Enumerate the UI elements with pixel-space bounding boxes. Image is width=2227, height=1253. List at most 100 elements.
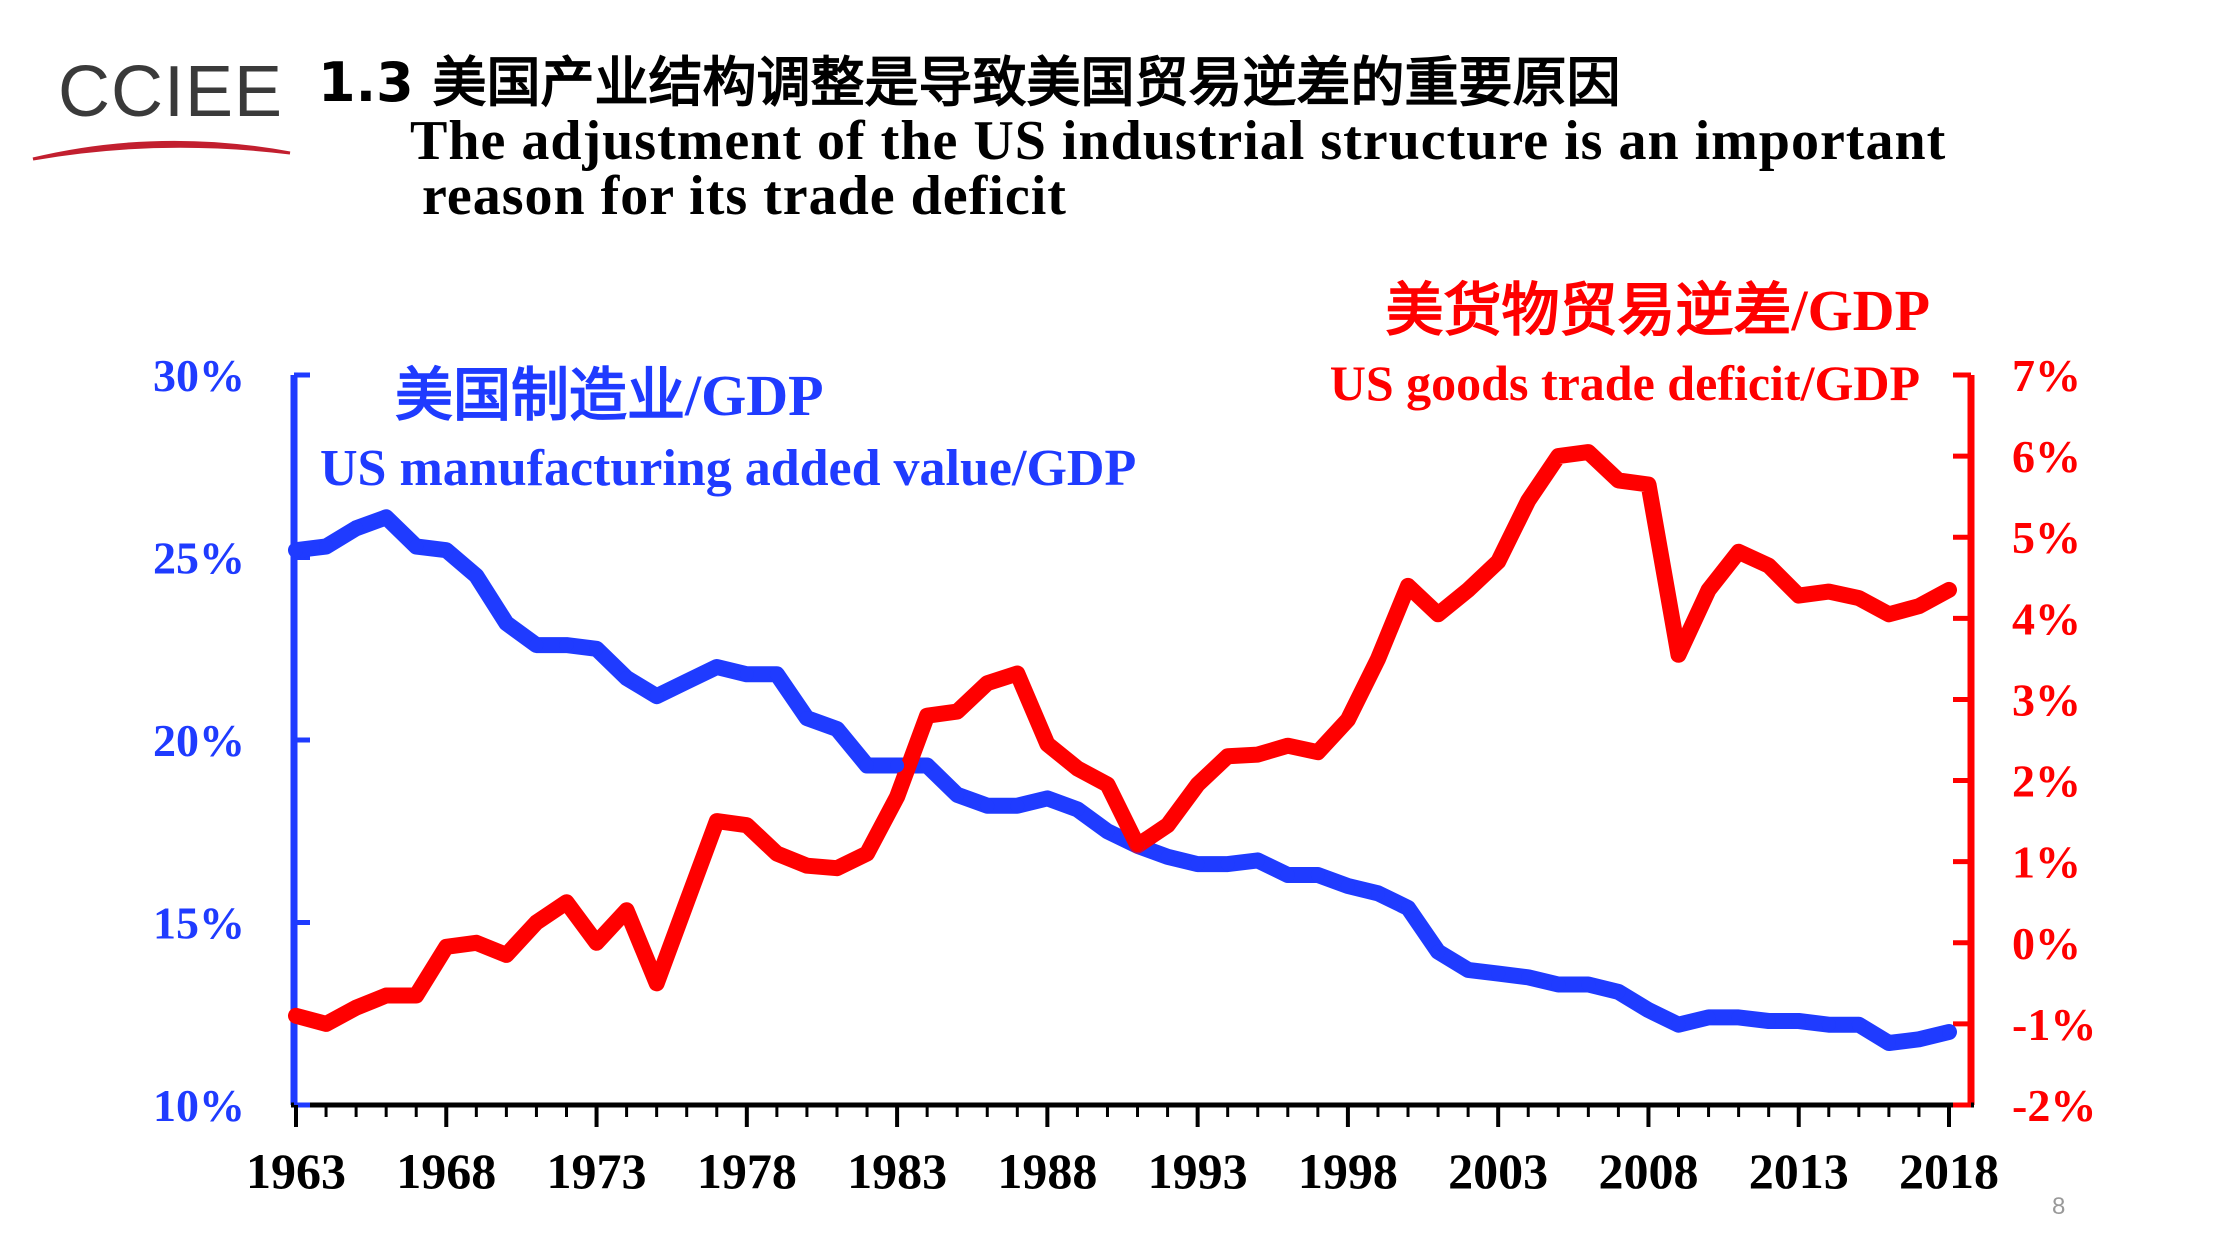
data-point-manufacturing <box>950 787 965 802</box>
data-point-trade-deficit <box>1220 749 1235 764</box>
legend-manufacturing-en: US manufacturing added value/GDP <box>320 440 1136 497</box>
data-point-manufacturing <box>379 510 394 525</box>
data-point-trade-deficit <box>920 708 935 723</box>
data-point-trade-deficit <box>1280 738 1295 753</box>
slide-title-english-line2: reason for its trade deficit <box>422 165 1067 227</box>
left-tick-label: 15% <box>153 898 245 949</box>
data-point-manufacturing <box>1070 802 1085 817</box>
x-tick-label: 1973 <box>547 1143 647 1199</box>
data-point-trade-deficit <box>1250 747 1265 762</box>
data-point-trade-deficit <box>1100 777 1115 792</box>
data-point-manufacturing <box>1040 791 1055 806</box>
data-point-manufacturing <box>1701 1010 1716 1025</box>
x-axis-ticks: 1963 1968 1973 1978 1983 1988 1993 1998 2003 2008… <box>246 1105 1999 1199</box>
data-point-manufacturing <box>349 521 364 536</box>
data-point-manufacturing <box>1881 1036 1896 1050</box>
x-tick-label: 1993 <box>1148 1143 1248 1199</box>
data-point-manufacturing <box>1791 1014 1806 1028</box>
data-point-trade-deficit <box>830 861 844 876</box>
data-point-trade-deficit <box>1521 493 1536 508</box>
logo-text: CCIEE <box>58 52 284 132</box>
data-point-manufacturing <box>1491 966 1506 981</box>
data-point-manufacturing <box>830 722 844 736</box>
data-point-manufacturing <box>1371 886 1385 901</box>
data-point-manufacturing <box>890 758 905 773</box>
data-point-trade-deficit <box>1911 599 1926 614</box>
series-line-trade-deficit <box>288 444 1957 1032</box>
data-point-trade-deficit <box>1010 666 1025 681</box>
data-point-trade-deficit <box>1491 554 1506 569</box>
data-point-manufacturing <box>769 667 784 682</box>
right-tick-label: 7% <box>2012 350 2081 401</box>
data-point-manufacturing <box>559 638 574 653</box>
data-point-trade-deficit <box>499 947 514 962</box>
data-point-trade-deficit <box>1701 582 1716 597</box>
data-point-trade-deficit <box>439 939 454 954</box>
data-point-trade-deficit <box>980 676 995 691</box>
data-point-trade-deficit <box>1461 582 1476 597</box>
x-tick-label: 1963 <box>246 1143 346 1199</box>
data-point-manufacturing <box>1220 857 1235 872</box>
data-point-trade-deficit <box>679 895 694 910</box>
right-tick-label: 4% <box>2012 593 2081 644</box>
data-point-trade-deficit <box>890 789 905 804</box>
series-points-trade-deficit <box>289 445 1956 1031</box>
data-point-manufacturing <box>1190 857 1205 872</box>
data-point-trade-deficit <box>1641 477 1656 492</box>
data-point-manufacturing <box>1160 849 1175 864</box>
data-point-trade-deficit <box>1340 712 1355 727</box>
data-point-manufacturing <box>529 638 544 653</box>
data-point-manufacturing <box>1821 1017 1836 1032</box>
data-point-trade-deficit <box>529 915 544 930</box>
data-point-manufacturing <box>439 543 454 558</box>
data-point-trade-deficit <box>860 846 874 861</box>
right-tick-label: -1% <box>2012 999 2096 1050</box>
data-point-trade-deficit <box>1431 607 1446 622</box>
data-point-manufacturing <box>1581 977 1596 992</box>
logo-swoosh <box>32 140 291 161</box>
data-point-manufacturing <box>619 671 634 685</box>
left-tick-label: 30% <box>153 350 245 401</box>
cciee-logo: CCIEE <box>28 52 298 162</box>
data-point-manufacturing <box>1611 984 1626 999</box>
data-point-trade-deficit <box>1881 607 1896 622</box>
data-point-manufacturing <box>709 660 724 674</box>
data-point-manufacturing <box>1521 970 1536 985</box>
left-y-axis-ticks: 10% 15% 20% 25% 30% <box>153 350 310 1131</box>
data-point-manufacturing <box>920 758 935 773</box>
data-point-manufacturing <box>649 689 664 704</box>
data-point-trade-deficit <box>769 846 784 861</box>
right-tick-label: 2% <box>2012 756 2081 807</box>
data-point-manufacturing <box>1551 977 1566 992</box>
x-tick-label: 2008 <box>1598 1143 1698 1199</box>
data-point-trade-deficit <box>1190 777 1205 792</box>
data-point-manufacturing <box>1942 1025 1956 1039</box>
data-point-manufacturing <box>1250 853 1265 868</box>
data-point-manufacturing <box>1761 1014 1776 1028</box>
right-tick-label: 5% <box>2012 512 2081 563</box>
data-point-manufacturing <box>980 798 995 813</box>
data-point-trade-deficit <box>1611 473 1626 488</box>
data-point-manufacturing <box>319 539 334 554</box>
data-point-trade-deficit <box>409 988 424 1003</box>
data-point-trade-deficit <box>1851 591 1866 606</box>
data-point-manufacturing <box>1641 1003 1656 1018</box>
data-point-trade-deficit <box>349 1000 364 1015</box>
data-point-trade-deficit <box>950 704 965 719</box>
data-point-trade-deficit <box>1040 737 1055 752</box>
x-tick-label: 2018 <box>1899 1143 1999 1199</box>
data-point-manufacturing <box>1401 900 1415 915</box>
legend-trade-deficit-en: US goods trade deficit/GDP <box>1330 355 1920 411</box>
data-point-manufacturing <box>589 641 604 656</box>
slide-title-chinese: 1.3 美国产业结构调整是导致美国贸易逆差的重要原因 <box>318 51 1621 114</box>
data-point-trade-deficit <box>1942 582 1956 597</box>
data-point-trade-deficit <box>1371 651 1385 666</box>
data-point-manufacturing <box>1010 798 1025 813</box>
data-point-manufacturing <box>1310 868 1325 882</box>
data-point-trade-deficit <box>1551 449 1566 464</box>
data-point-manufacturing <box>499 616 514 631</box>
data-point-manufacturing <box>1280 868 1295 882</box>
data-point-trade-deficit <box>559 895 574 910</box>
right-tick-label: 6% <box>2012 431 2081 482</box>
